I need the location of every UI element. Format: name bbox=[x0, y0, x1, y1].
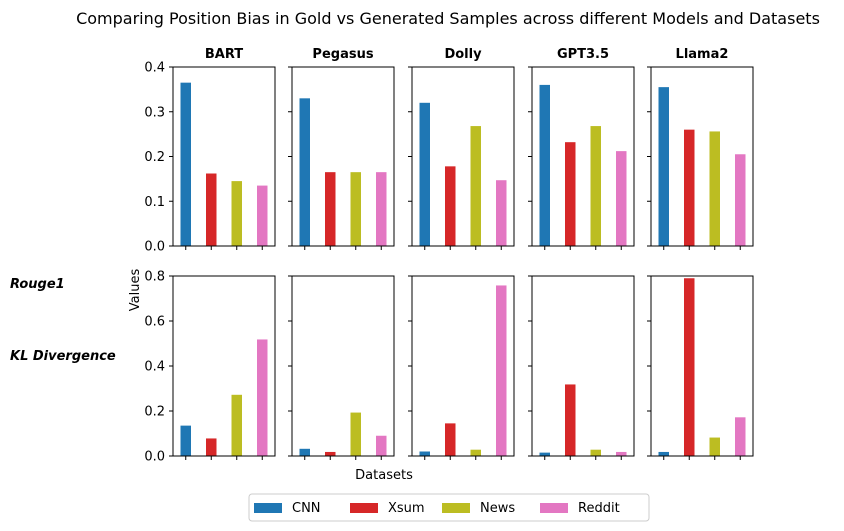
row-label-kl-divergence: KL Divergence bbox=[10, 349, 116, 364]
chart-title: Comparing Position Bias in Gold vs Gener… bbox=[76, 9, 820, 28]
bar-kl-divergence-dolly-cnn bbox=[419, 451, 430, 456]
bar-kl-divergence-dolly-news bbox=[470, 449, 481, 456]
y-tick-label: 0.1 bbox=[144, 195, 165, 210]
panel-frame bbox=[531, 66, 635, 247]
bar-rouge1-pegasus-xsum bbox=[325, 172, 336, 246]
bar-kl-divergence-bart-xsum bbox=[206, 438, 217, 456]
panel-kl-divergence-gpt3-5 bbox=[528, 275, 635, 460]
panel-frame bbox=[411, 66, 515, 247]
bar-rouge1-llama2-news bbox=[709, 131, 720, 246]
panels: BART 0.0 0.1 0.2 0.3 0.4 Pegasus Dolly GPT3.5 Lla… bbox=[144, 47, 754, 465]
bar-rouge1-llama2-xsum bbox=[684, 129, 695, 246]
bar-kl-divergence-pegasus-xsum bbox=[325, 451, 336, 456]
bar-rouge1-bart-cnn bbox=[180, 82, 191, 246]
panel-frame bbox=[172, 275, 276, 457]
bar-rouge1-pegasus-cnn bbox=[299, 98, 310, 246]
y-tick-label: 0.8 bbox=[144, 270, 165, 285]
bar-rouge1-dolly-news bbox=[470, 126, 481, 246]
bar-kl-divergence-dolly-xsum bbox=[445, 423, 456, 456]
bar-rouge1-gpt3-5-cnn bbox=[539, 84, 550, 247]
bar-kl-divergence-pegasus-news bbox=[350, 412, 361, 456]
bar-kl-divergence-llama2-reddit bbox=[735, 417, 746, 456]
bar-rouge1-llama2-cnn bbox=[658, 87, 669, 246]
bar-rouge1-gpt3-5-xsum bbox=[565, 142, 576, 246]
legend-label-news: News bbox=[480, 501, 515, 516]
bar-kl-divergence-bart-news bbox=[231, 394, 242, 456]
legend-swatch-news bbox=[442, 503, 470, 513]
panel-rouge1-llama2: Llama2 bbox=[647, 47, 754, 250]
subplot-title-gpt3-5: GPT3.5 bbox=[557, 47, 609, 62]
bar-rouge1-gpt3-5-news bbox=[590, 126, 601, 246]
bar-kl-divergence-bart-cnn bbox=[180, 425, 191, 456]
legend-swatch-xsum bbox=[350, 503, 378, 513]
bar-rouge1-bart-reddit bbox=[257, 185, 268, 246]
bar-kl-divergence-pegasus-reddit bbox=[376, 435, 387, 456]
panel-rouge1-bart: BART 0.0 0.1 0.2 0.3 0.4 bbox=[144, 47, 276, 255]
bar-kl-divergence-llama2-cnn bbox=[658, 451, 669, 456]
panel-frame bbox=[650, 275, 754, 457]
y-tick-label: 0.3 bbox=[144, 105, 165, 120]
panel-kl-divergence-pegasus bbox=[288, 275, 395, 460]
bar-kl-divergence-dolly-reddit bbox=[496, 285, 507, 456]
legend-swatch-reddit bbox=[540, 503, 568, 513]
subplot-title-llama2: Llama2 bbox=[676, 47, 729, 62]
panel-kl-divergence-dolly bbox=[408, 275, 515, 460]
panel-rouge1-gpt3-5: GPT3.5 bbox=[528, 47, 635, 250]
x-axis-label: Datasets bbox=[355, 468, 413, 483]
bar-rouge1-pegasus-reddit bbox=[376, 172, 387, 246]
bar-rouge1-bart-news bbox=[231, 181, 242, 246]
legend-label-cnn: CNN bbox=[292, 501, 321, 516]
legend-label-reddit: Reddit bbox=[578, 501, 620, 516]
bar-rouge1-dolly-cnn bbox=[419, 102, 430, 246]
y-tick-label: 0.4 bbox=[144, 360, 165, 375]
bar-rouge1-bart-xsum bbox=[206, 173, 217, 246]
panel-frame bbox=[291, 275, 395, 457]
bar-rouge1-pegasus-news bbox=[350, 172, 361, 246]
panel-kl-divergence-bart: 0.0 0.2 0.4 0.6 0.8 bbox=[144, 270, 276, 465]
y-tick-label: 0.0 bbox=[144, 450, 165, 465]
bar-kl-divergence-pegasus-cnn bbox=[299, 448, 310, 456]
row-label-rouge1: Rouge1 bbox=[10, 277, 65, 292]
bar-kl-divergence-bart-reddit bbox=[257, 339, 268, 456]
legend: CNN Xsum News Reddit bbox=[248, 493, 650, 522]
bar-rouge1-gpt3-5-reddit bbox=[616, 151, 627, 246]
subplot-title-pegasus: Pegasus bbox=[312, 47, 373, 62]
bar-rouge1-dolly-xsum bbox=[445, 166, 456, 246]
panel-frame bbox=[531, 275, 635, 457]
y-axis-label: Values bbox=[128, 269, 143, 312]
bar-kl-divergence-llama2-news bbox=[709, 437, 720, 456]
bar-kl-divergence-gpt3-5-news bbox=[590, 449, 601, 456]
bar-kl-divergence-llama2-xsum bbox=[684, 278, 695, 456]
y-tick-label: 0.4 bbox=[144, 61, 165, 76]
legend-label-xsum: Xsum bbox=[388, 501, 425, 516]
bar-rouge1-llama2-reddit bbox=[735, 154, 746, 246]
y-tick-label: 0.2 bbox=[144, 405, 165, 420]
bar-kl-divergence-gpt3-5-cnn bbox=[539, 452, 550, 456]
panel-frame bbox=[172, 66, 276, 247]
panel-kl-divergence-llama2 bbox=[647, 275, 754, 460]
y-tick-label: 0.2 bbox=[144, 150, 165, 165]
subplot-title-dolly: Dolly bbox=[444, 47, 482, 62]
y-tick-label: 0.0 bbox=[144, 240, 165, 255]
y-tick-label: 0.6 bbox=[144, 315, 165, 330]
panel-frame bbox=[411, 275, 515, 457]
subplot-title-bart: BART bbox=[205, 47, 243, 62]
panel-frame bbox=[291, 66, 395, 247]
bar-kl-divergence-gpt3-5-xsum bbox=[565, 384, 576, 456]
panel-frame bbox=[650, 66, 754, 247]
bar-rouge1-dolly-reddit bbox=[496, 180, 507, 246]
panel-rouge1-pegasus: Pegasus bbox=[288, 47, 395, 250]
legend-swatch-cnn bbox=[254, 503, 282, 513]
bar-kl-divergence-gpt3-5-reddit bbox=[616, 451, 627, 456]
panel-rouge1-dolly: Dolly bbox=[408, 47, 515, 250]
